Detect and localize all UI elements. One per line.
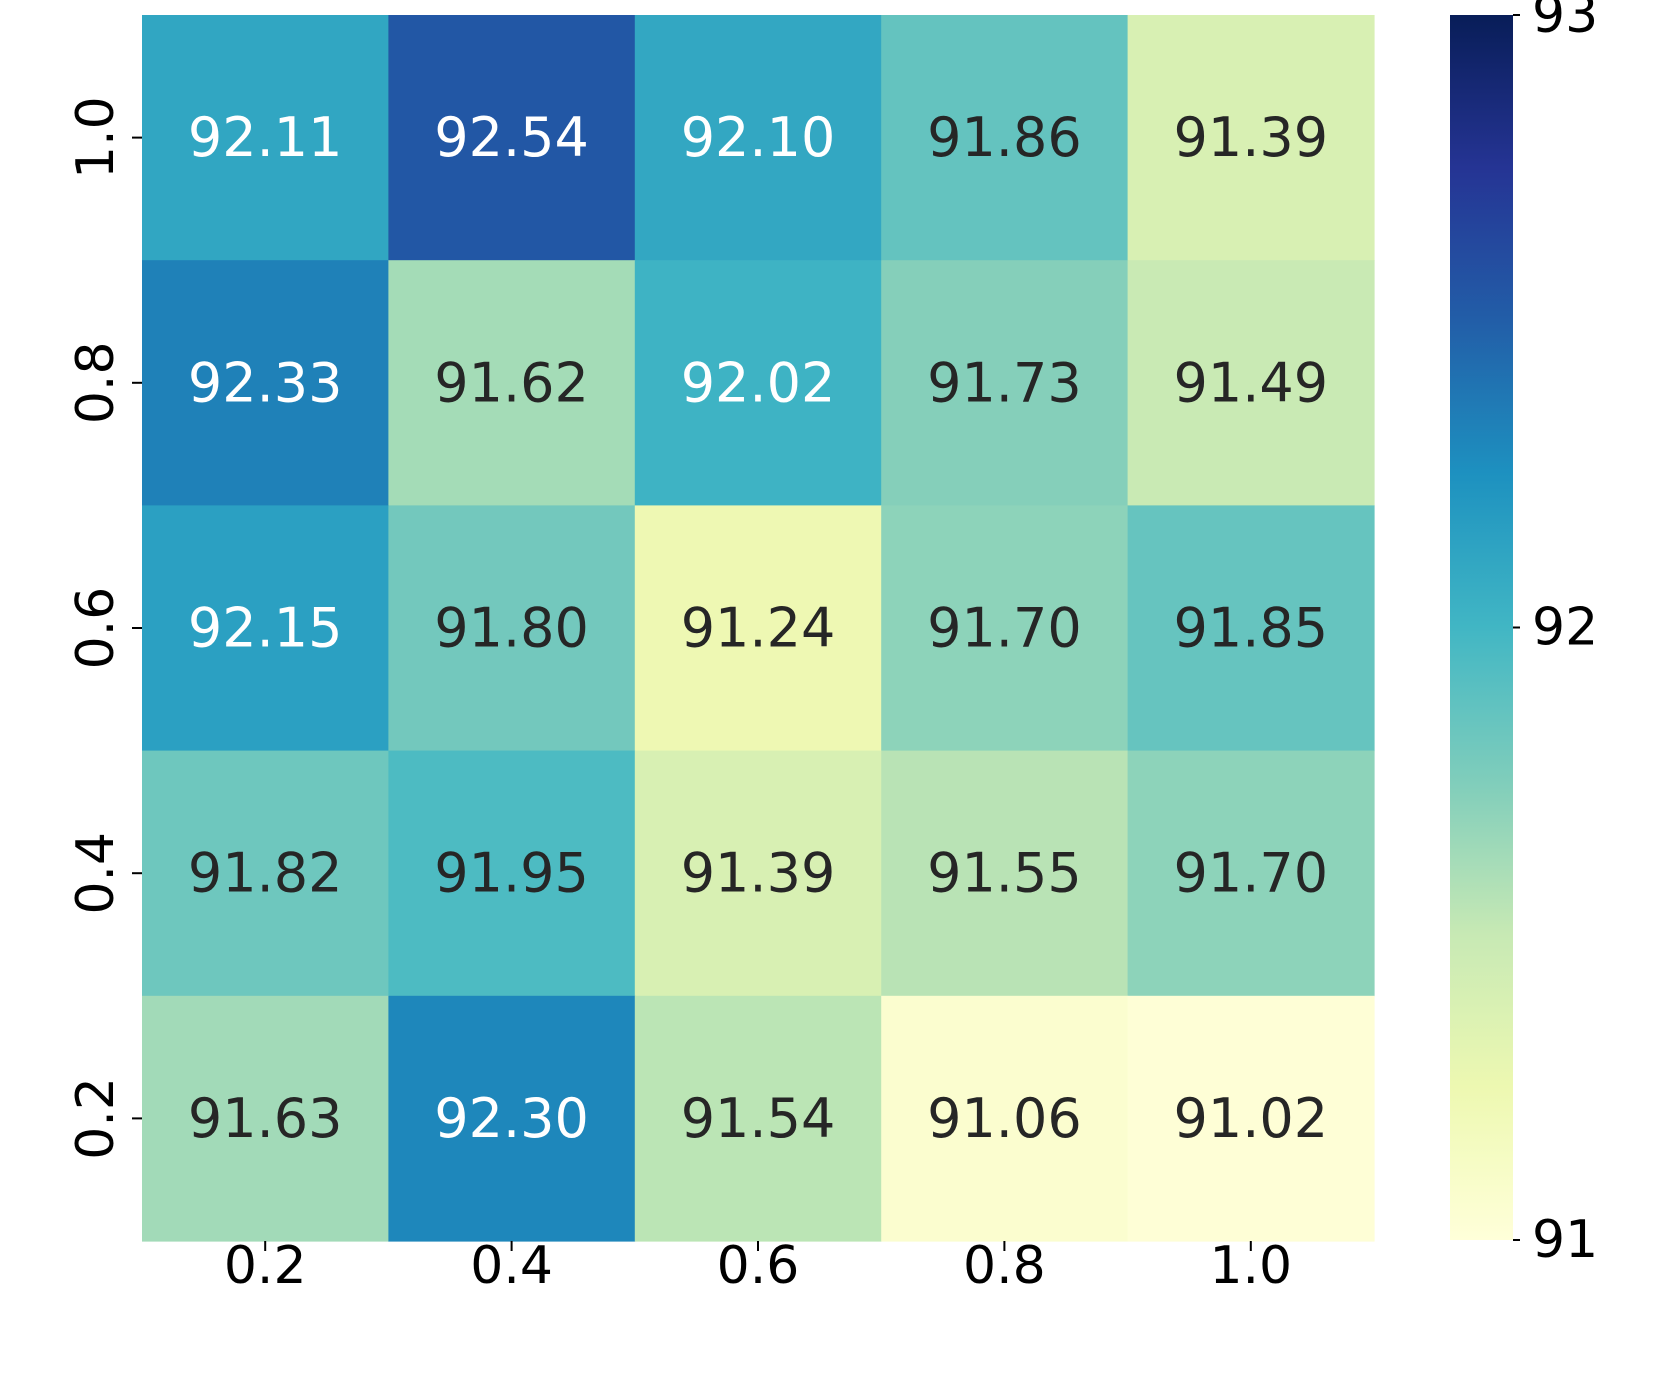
y-tick-label-2: 0.6	[66, 587, 126, 670]
cell-value-label-r0-c0: 92.11	[188, 106, 343, 169]
heatmap-cell-r1-c3	[881, 260, 1129, 506]
y-tick-label-0: 1.0	[66, 96, 126, 179]
heatmap-cell-r2-c1	[388, 505, 636, 752]
colorbar-tick-label-0: 91	[1532, 1210, 1598, 1270]
cell-value-label-r4-c0: 91.63	[188, 1087, 343, 1150]
cell-value-label-r2-c0: 92.15	[188, 597, 343, 660]
heatmap-cell-r0-c2	[634, 15, 882, 261]
heatmap-cell-r2-c4	[1127, 505, 1375, 752]
heatmap-cell-r0-c0	[142, 15, 389, 261]
y-tick-label-1: 0.8	[66, 341, 126, 424]
cell-value-label-r1-c0: 92.33	[188, 351, 343, 414]
x-tick-label-3: 0.8	[963, 1236, 1046, 1296]
x-tick-label-4: 1.0	[1209, 1236, 1292, 1296]
heatmap-cells	[142, 15, 1375, 1242]
x-tick-label-2: 0.6	[717, 1236, 800, 1296]
heatmap-cell-r3-c1	[388, 750, 636, 997]
cell-value-label-r4-c1: 92.30	[434, 1087, 589, 1150]
heatmap-cell-r1-c2	[634, 260, 882, 506]
cell-value-label-r4-c4: 91.02	[1174, 1087, 1329, 1150]
x-axis: 0.2 0.4 0.6 0.8 1.0	[224, 1236, 1292, 1296]
heatmap-cell-r0-c4	[1127, 15, 1375, 261]
heatmap-cell-r4-c1	[388, 995, 636, 1242]
cell-value-label-r0-c3: 91.86	[927, 106, 1082, 169]
cell-value-label-r0-c4: 91.39	[1174, 106, 1329, 169]
heatmap-cell-r3-c0	[142, 750, 389, 997]
heatmap-cell-r4-c3	[881, 995, 1129, 1242]
heatmap-cell-r2-c3	[881, 505, 1129, 752]
y-tick-label-3: 0.4	[66, 832, 126, 915]
cell-value-label-r1-c4: 91.49	[1174, 351, 1329, 414]
cell-value-label-r2-c1: 91.80	[434, 597, 589, 660]
heatmap-cell-r2-c0	[142, 505, 389, 752]
cell-value-labels: 92.11 92.54 92.10 91.86 91.39 92.33 91.62 92.02…	[188, 106, 1328, 1150]
heatmap-cell-r0-c1	[388, 15, 636, 261]
cell-value-label-r0-c2: 92.10	[681, 106, 836, 169]
cell-value-label-r2-c4: 91.85	[1174, 597, 1329, 660]
colorbar-tick-label-2: 93	[1532, 0, 1598, 45]
colorbar-gradient	[1450, 15, 1513, 1240]
y-axis: 1.0 0.8 0.6 0.4 0.2	[66, 96, 142, 1160]
cell-value-label-r1-c3: 91.73	[927, 351, 1082, 414]
heatmap-cell-r4-c2	[634, 995, 882, 1242]
cell-value-label-r1-c1: 91.62	[434, 351, 589, 414]
cell-value-label-r3-c2: 91.39	[681, 842, 836, 905]
heatmap-cell-r4-c4	[1127, 995, 1375, 1242]
cell-value-label-r3-c1: 91.95	[434, 842, 589, 905]
heatmap-cell-r3-c2	[634, 750, 882, 997]
cell-value-label-r1-c2: 92.02	[681, 351, 836, 414]
cell-value-label-r3-c4: 91.70	[1174, 842, 1329, 905]
cell-value-label-r3-c3: 91.55	[927, 842, 1082, 905]
heatmap-cell-r4-c0	[142, 995, 389, 1242]
heatmap-cell-r1-c0	[142, 260, 389, 506]
heatmap-cell-r3-c4	[1127, 750, 1375, 997]
heatmap-cell-r1-c1	[388, 260, 636, 506]
x-tick-label-1: 0.4	[470, 1236, 553, 1296]
cell-value-label-r2-c3: 91.70	[927, 597, 1082, 660]
cell-value-label-r0-c1: 92.54	[434, 106, 589, 169]
colorbar-tick-label-1: 92	[1532, 598, 1598, 658]
cell-value-label-r4-c2: 91.54	[681, 1087, 836, 1150]
cell-value-label-r2-c2: 91.24	[681, 597, 836, 660]
heatmap-cell-r0-c3	[881, 15, 1129, 261]
cell-value-label-r3-c0: 91.82	[188, 842, 343, 905]
heatmap-cell-r2-c2	[634, 505, 882, 752]
cell-value-label-r4-c3: 91.06	[927, 1087, 1082, 1150]
x-tick-label-0: 0.2	[224, 1236, 307, 1296]
y-tick-label-4: 0.2	[66, 1077, 126, 1160]
heatmap-cell-r3-c3	[881, 750, 1129, 997]
heatmap-cell-r1-c4	[1127, 260, 1375, 506]
colorbar: 91 92 93	[1450, 0, 1598, 1270]
